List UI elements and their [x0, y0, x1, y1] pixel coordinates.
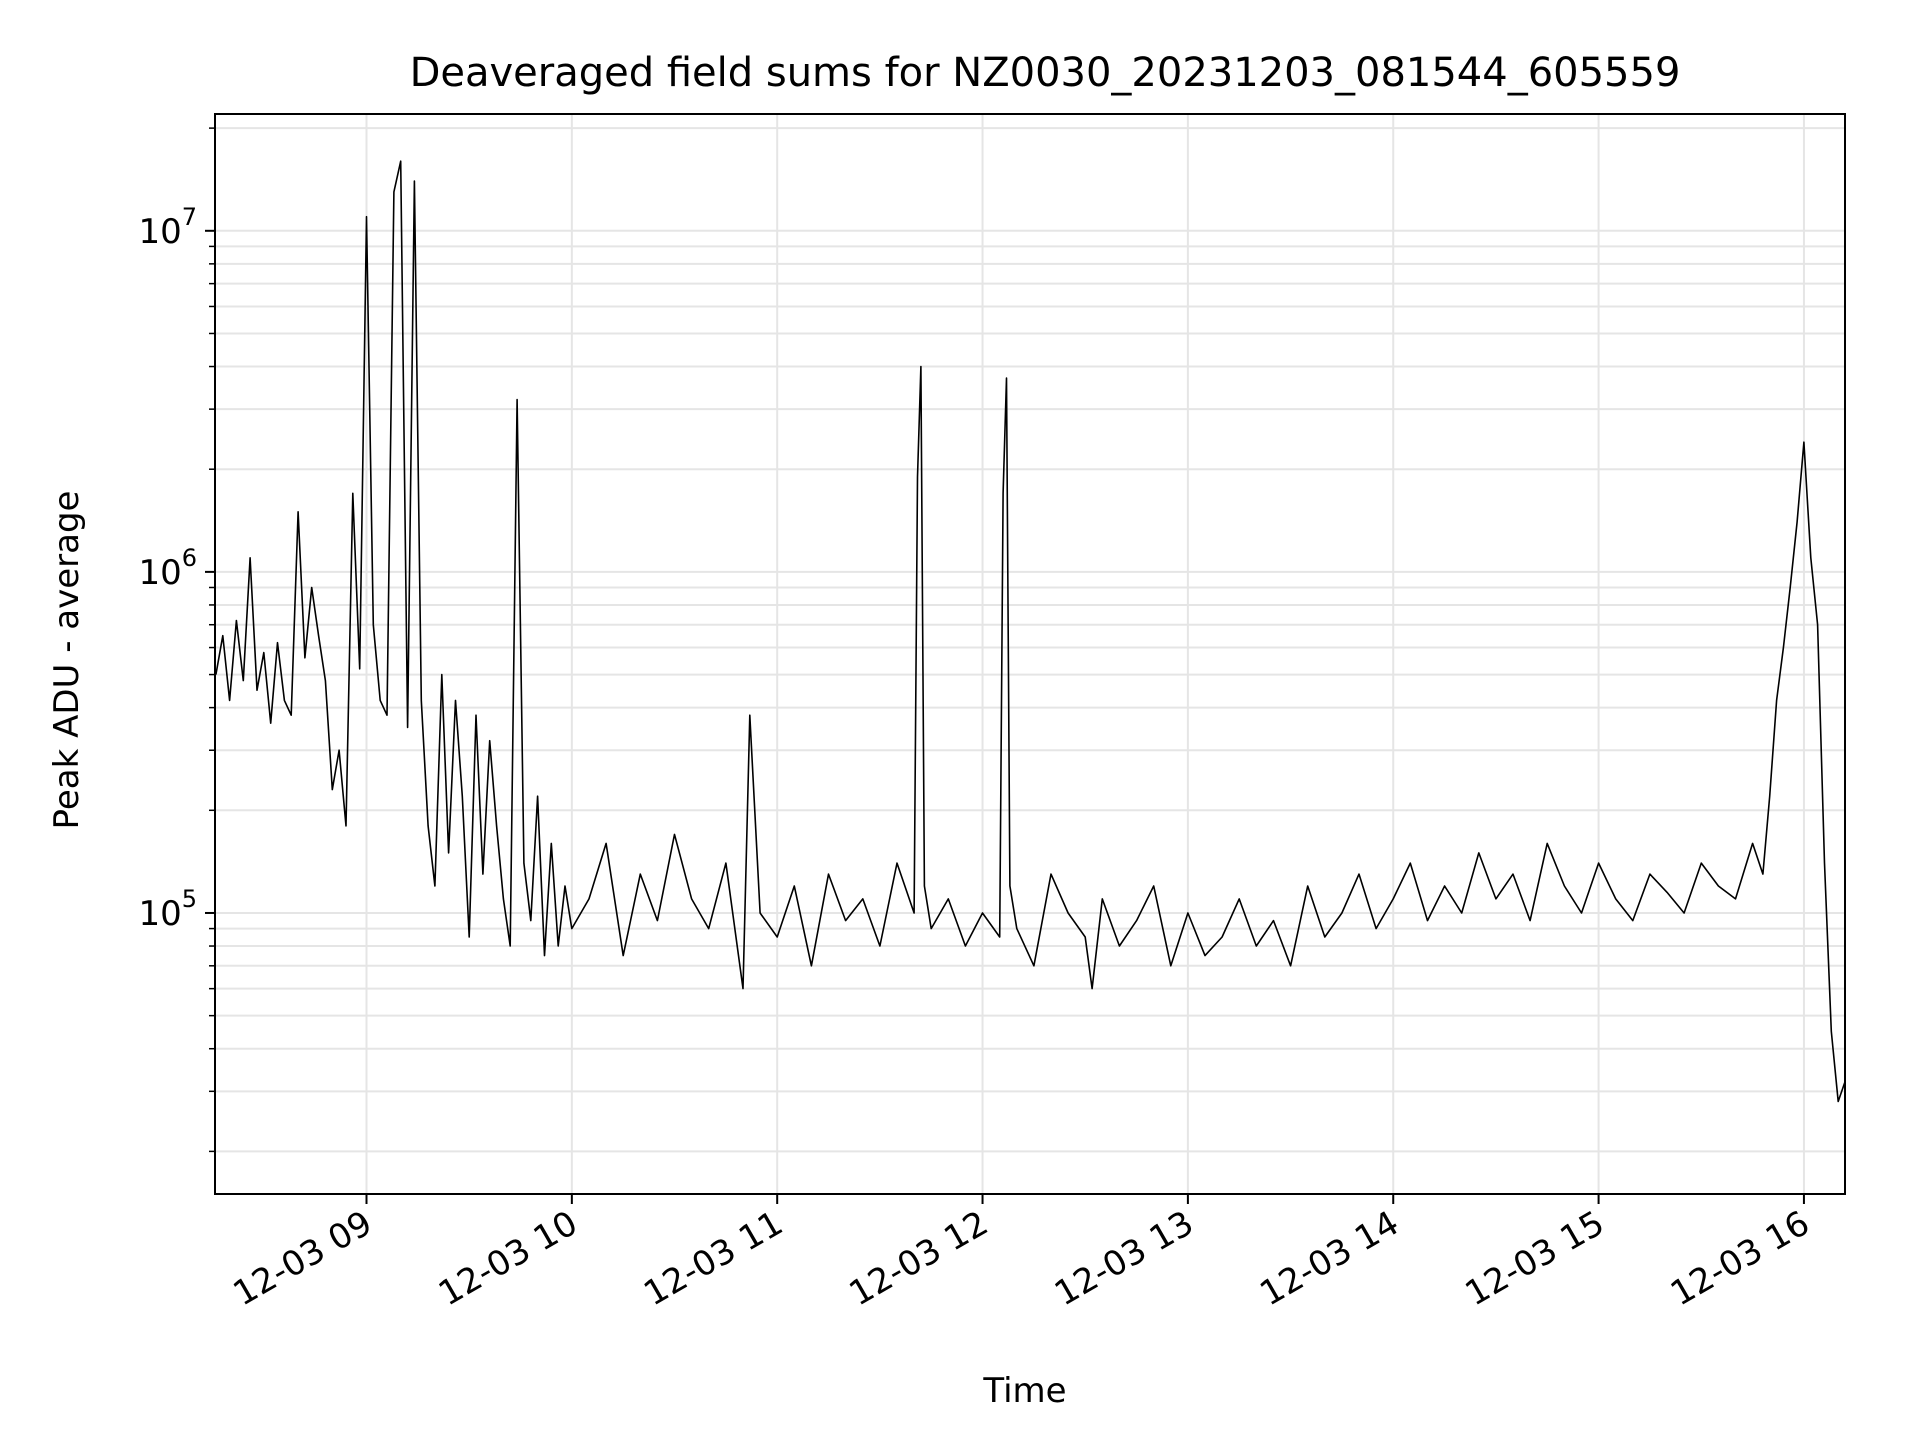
plot-area-frame	[214, 113, 1846, 1195]
series-layer	[215, 160, 1846, 1103]
y-tick-label: 107	[138, 203, 197, 252]
y-axis: 105 106 107	[138, 127, 215, 1153]
y-tick-label: 106	[138, 544, 197, 593]
x-axis-label: Time	[982, 1371, 1066, 1411]
series-line	[215, 160, 1846, 1103]
y-tick-label: 105	[138, 885, 197, 934]
chart-title: Deaveraged field sums for NZ0030_2023120…	[410, 50, 1681, 96]
y-axis-label: Peak ADU - average	[47, 491, 87, 830]
